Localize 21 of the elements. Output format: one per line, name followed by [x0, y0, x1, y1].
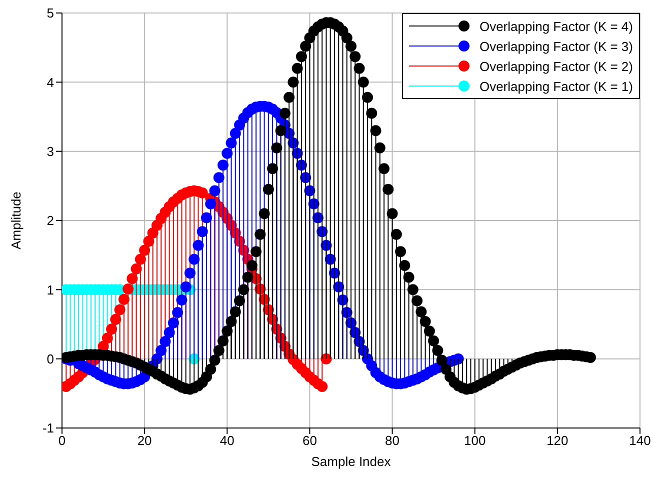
x-tick-label: 80: [385, 433, 400, 448]
x-tick-label: 60: [302, 433, 317, 448]
x-tick-label: 20: [137, 433, 152, 448]
x-tick-label: 0: [58, 433, 66, 448]
y-tick-label: 2: [46, 213, 54, 228]
y-tick-label: 3: [46, 144, 54, 159]
x-axis-title: Sample Index: [311, 454, 392, 469]
legend-label: Overlapping Factor (K = 3): [479, 38, 633, 54]
y-tick-label: 1: [46, 282, 54, 298]
legend-label: Overlapping Factor (K = 2): [479, 58, 633, 74]
y-tick-label: 5: [46, 6, 54, 21]
y-tick-label: 4: [46, 74, 54, 90]
y-tick-label: 0: [46, 351, 54, 366]
y-axis-title: Amplitude: [8, 192, 24, 250]
x-tick-label: 100: [464, 433, 486, 448]
y-tick-label: -1: [42, 420, 54, 436]
x-tick-label: 120: [546, 433, 568, 448]
x-tick-label: 40: [220, 433, 234, 448]
x-tick-label: 140: [629, 433, 651, 448]
legend-label: Overlapping Factor (K = 1): [479, 78, 633, 94]
legend-label: Overlapping Factor (K = 4): [479, 18, 633, 34]
